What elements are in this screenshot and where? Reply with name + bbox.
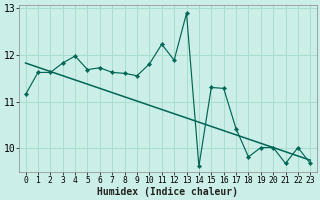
X-axis label: Humidex (Indice chaleur): Humidex (Indice chaleur) xyxy=(98,186,238,197)
